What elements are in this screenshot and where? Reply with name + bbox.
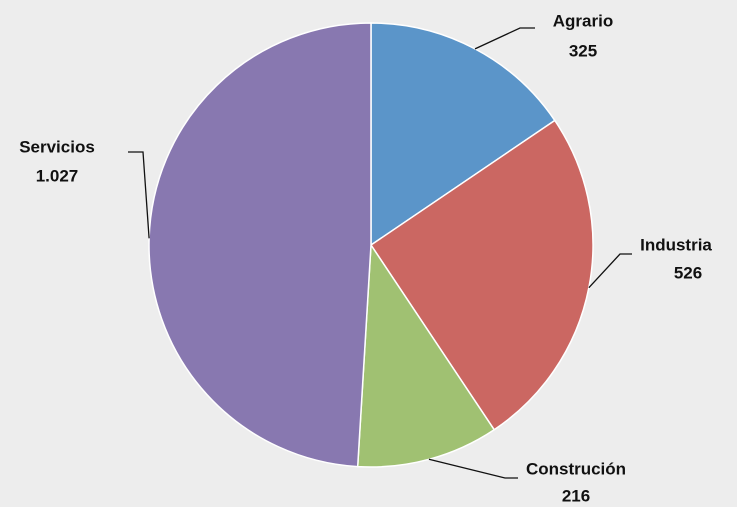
pie-slice: [148, 22, 372, 468]
leader-line: [428, 458, 518, 479]
value-label: 526: [674, 263, 702, 282]
leader-line: [128, 151, 150, 239]
pie-slice: [356, 242, 496, 468]
slice-label: Agrario: [553, 11, 613, 30]
slice-label: Construción: [526, 459, 626, 478]
slice-label: Servicios: [19, 137, 95, 156]
value-label: 216: [562, 486, 590, 505]
pie-slice: [369, 119, 594, 431]
value-label: 325: [569, 41, 597, 60]
leader-line: [588, 253, 632, 289]
slice-label: Industria: [640, 235, 712, 254]
leader-line: [474, 27, 535, 50]
value-label: 1.027: [36, 166, 79, 185]
